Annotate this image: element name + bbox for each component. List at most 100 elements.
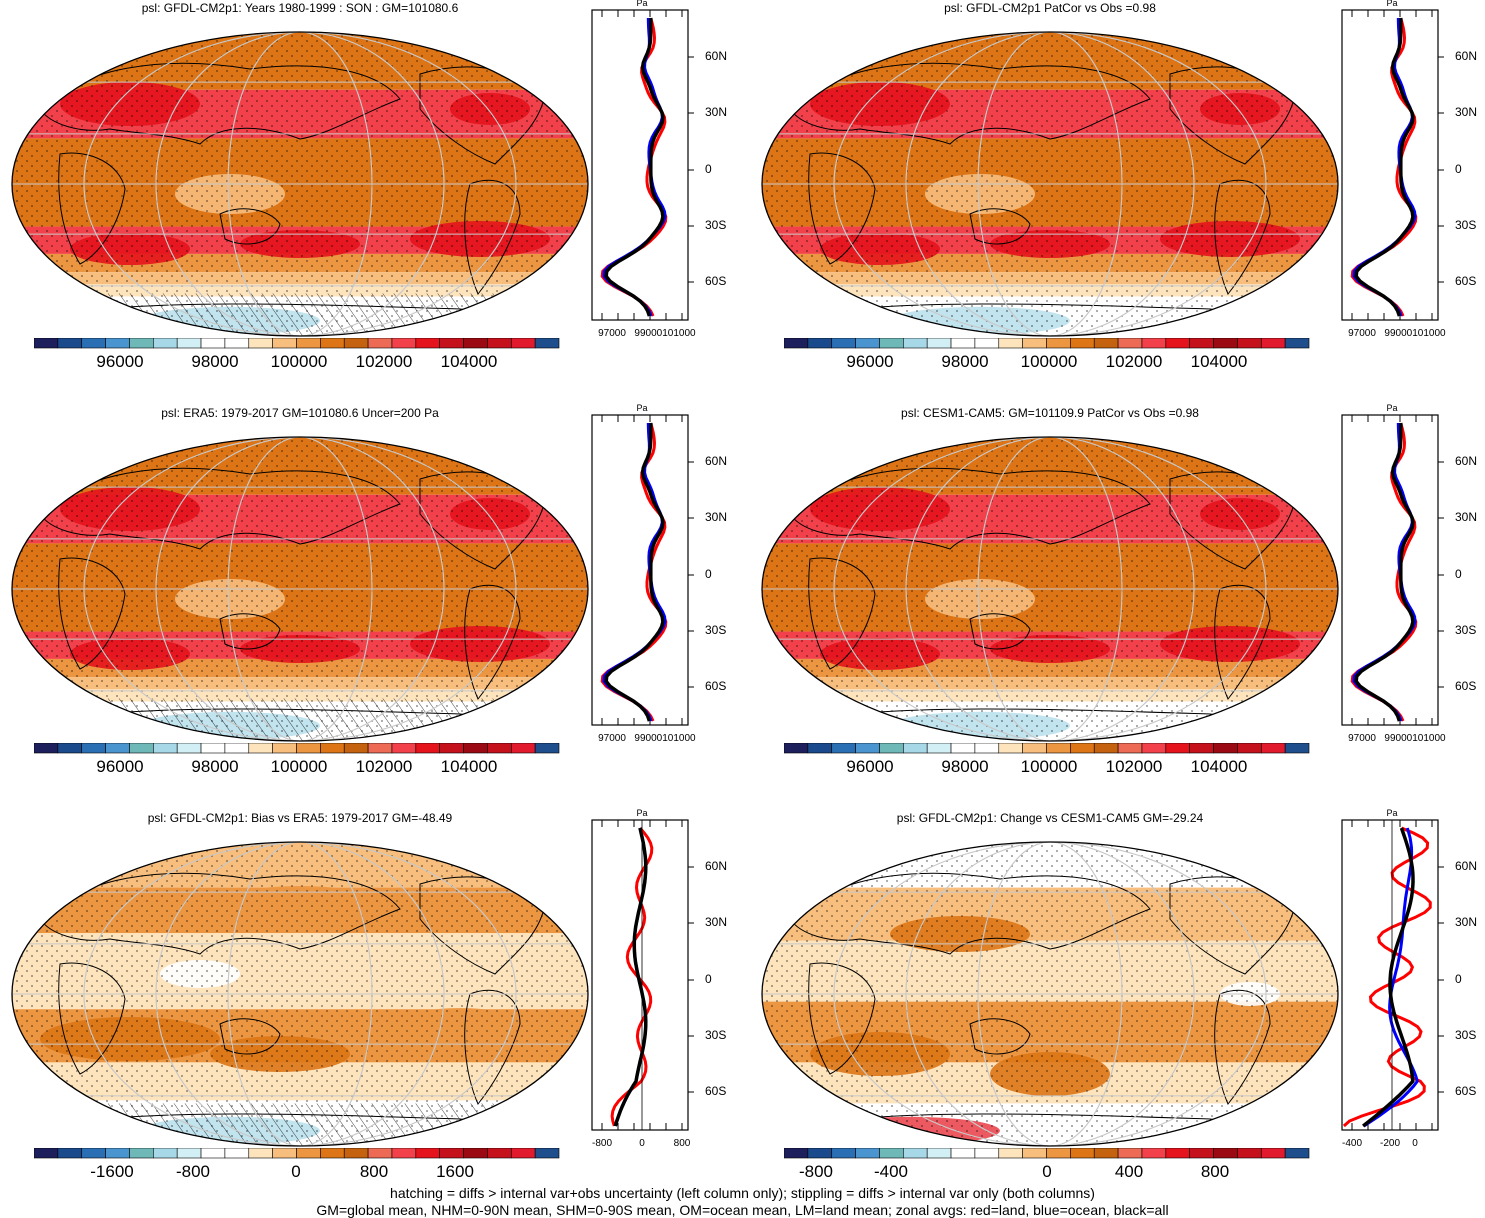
map-title: psl: GFDL-CM2p1: Change vs CESM1-CAM5 GM… [896, 811, 1204, 825]
colorbar-swatch [855, 338, 880, 349]
colorbar-tick-label: -800 [798, 1162, 834, 1181]
map-title: psl: ERA5: 1979-2017 GM=101080.6 Uncer=2… [161, 406, 439, 420]
colorbar-swatch [248, 743, 273, 754]
zonal-unit-label: Pa [636, 808, 648, 818]
colorbar-swatch [1070, 1148, 1095, 1159]
zonal-xtick-label: 99000101000 [634, 733, 696, 744]
colorbar-swatch [950, 338, 976, 349]
colorbar-tick-label: 400 [1114, 1162, 1144, 1181]
zonal-series-ocean [1352, 422, 1417, 722]
colorbar [34, 743, 560, 754]
colorbar-swatch [926, 1148, 952, 1159]
colorbar-swatch [248, 338, 273, 349]
lat-label: 60S [1455, 1084, 1477, 1098]
colorbar-swatch [1165, 338, 1190, 349]
zonal-series-ocean [602, 17, 667, 317]
zonal-xtick-label: 0 [639, 1138, 645, 1149]
lat-label: 60S [705, 274, 727, 288]
colorbar-swatch [855, 1148, 880, 1159]
colorbar-swatch [487, 743, 512, 754]
colorbar-tick-label: 102000 [355, 352, 413, 371]
zonal-xtick-label: 99000101000 [1384, 733, 1446, 744]
colorbar-tick-label: 104000 [1190, 352, 1248, 371]
lat-label: 0 [705, 567, 712, 581]
colorbar-swatch [343, 743, 369, 754]
colorbar-swatch [487, 1148, 512, 1159]
lat-label: 60S [705, 1084, 727, 1098]
zonal-unit-label: Pa [636, 0, 648, 8]
colorbar-swatch [129, 1148, 154, 1159]
zonal-xtick-label: 0 [1412, 1138, 1418, 1149]
colorbar-swatch [57, 1148, 83, 1159]
zonal-plot [591, 9, 694, 321]
colorbar-swatch [534, 1148, 560, 1159]
zonal-plot [1341, 819, 1444, 1131]
colorbar-swatch [1046, 338, 1071, 349]
colorbar-swatch [510, 1148, 536, 1159]
colorbar-swatch [831, 1148, 856, 1159]
colorbar-swatch [1093, 338, 1119, 349]
colorbar-swatch [784, 743, 809, 754]
lat-label: 30N [1455, 510, 1478, 524]
panel-p4: psl: CESM1-CAM5: GM=101109.9 PatCor vs O… [750, 403, 1485, 805]
colorbar-swatch [57, 338, 83, 349]
colorbar-swatch [415, 338, 440, 349]
lat-label: 60N [705, 49, 728, 63]
colorbar-swatch [81, 743, 106, 754]
colorbar-tick-label: 102000 [355, 757, 413, 776]
colorbar-tick-label: 98000 [191, 352, 239, 371]
lat-label: 60N [705, 859, 728, 873]
zonal-series-ocean [1363, 827, 1419, 1128]
zonal-xtick-label: 97000 [1348, 733, 1376, 744]
colorbar-swatch [129, 743, 154, 754]
zonal-xtick-label: 97000 [598, 733, 626, 744]
coastlines [39, 872, 546, 1135]
colorbar-swatch [1117, 338, 1143, 349]
colorbar-tick-label: 100000 [1020, 757, 1078, 776]
colorbar-swatch [1141, 338, 1167, 349]
lat-label: 30N [1455, 105, 1478, 119]
colorbar-swatch [974, 1148, 1000, 1159]
colorbar-swatch [879, 743, 904, 754]
zonal-frame [1341, 9, 1439, 321]
zonal-series-all [613, 827, 648, 1127]
colorbar-swatch [105, 338, 130, 349]
colorbar-swatch [200, 743, 226, 754]
colorbar-swatch [998, 338, 1023, 349]
colorbar-swatch [903, 338, 928, 349]
zonal-xtick-label: 99000101000 [634, 328, 696, 339]
colorbar-swatch [296, 743, 321, 754]
colorbar-swatch [463, 743, 488, 754]
colorbar-tick-label: 96000 [96, 757, 144, 776]
colorbar-swatch [296, 1148, 321, 1159]
colorbar-swatch [1117, 1148, 1143, 1159]
colorbar-swatch [224, 1148, 250, 1159]
colorbar-tick-label: 96000 [96, 352, 144, 371]
map-plot [761, 841, 1339, 1147]
colorbar-swatch [950, 1148, 976, 1159]
colorbar-tick-label: 800 [359, 1162, 389, 1181]
colorbar-tick-label: 96000 [846, 352, 894, 371]
zonal-xtick-label: 99000101000 [1384, 328, 1446, 339]
colorbar-tick-label: 100000 [1020, 352, 1078, 371]
colorbar-swatch [1189, 743, 1214, 754]
colorbar-swatch [510, 743, 536, 754]
zonal-series-all [1354, 18, 1415, 317]
zonal-frame [1341, 414, 1439, 726]
colorbar-swatch [1284, 1148, 1310, 1159]
colorbar-swatch [200, 338, 226, 349]
zonal-xtick-label: 97000 [598, 328, 626, 339]
colorbar-swatch [903, 743, 928, 754]
colorbar-swatch [950, 743, 976, 754]
colorbar-swatch [1046, 743, 1071, 754]
colorbar-swatch [510, 338, 536, 349]
zonal-frame [1341, 819, 1439, 1131]
panel-p5: psl: GFDL-CM2p1: Bias vs ERA5: 1979-2017… [0, 808, 740, 1210]
colorbar-tick-label: 102000 [1105, 352, 1163, 371]
lat-label: 0 [1455, 162, 1462, 176]
colorbar-swatch [272, 743, 297, 754]
map-plot [11, 436, 589, 742]
colorbar-swatch [34, 743, 59, 754]
colorbar-swatch [1022, 338, 1047, 349]
colorbar-swatch [105, 743, 130, 754]
